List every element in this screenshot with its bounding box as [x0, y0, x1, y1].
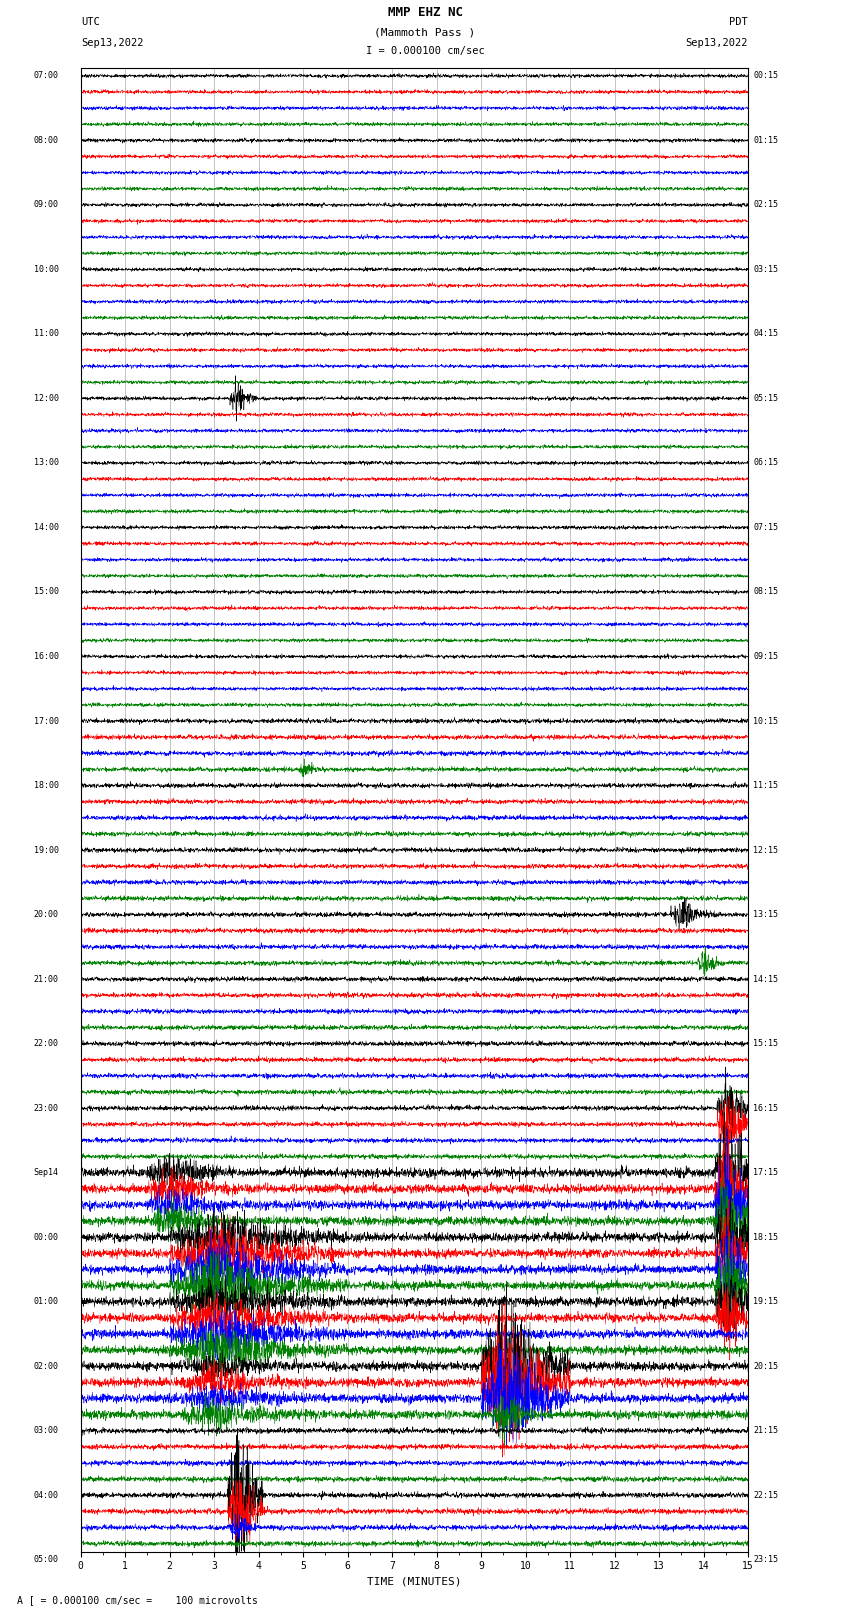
Text: Sep13,2022: Sep13,2022: [685, 39, 748, 48]
Text: 19:15: 19:15: [753, 1297, 779, 1307]
Text: 18:15: 18:15: [753, 1232, 779, 1242]
Text: 19:00: 19:00: [33, 845, 59, 855]
Text: 02:00: 02:00: [33, 1361, 59, 1371]
Text: 12:15: 12:15: [753, 845, 779, 855]
X-axis label: TIME (MINUTES): TIME (MINUTES): [367, 1578, 462, 1587]
Text: PDT: PDT: [729, 18, 748, 27]
Text: MMP EHZ NC: MMP EHZ NC: [388, 6, 462, 19]
Text: 21:00: 21:00: [33, 974, 59, 984]
Text: 10:15: 10:15: [753, 716, 779, 726]
Text: 17:15: 17:15: [753, 1168, 779, 1177]
Text: 18:00: 18:00: [33, 781, 59, 790]
Text: 01:00: 01:00: [33, 1297, 59, 1307]
Text: 23:15: 23:15: [753, 1555, 779, 1565]
Text: 20:15: 20:15: [753, 1361, 779, 1371]
Text: 15:00: 15:00: [33, 587, 59, 597]
Text: 07:15: 07:15: [753, 523, 779, 532]
Text: 04:00: 04:00: [33, 1490, 59, 1500]
Text: 22:15: 22:15: [753, 1490, 779, 1500]
Text: 04:15: 04:15: [753, 329, 779, 339]
Text: A [ = 0.000100 cm/sec =    100 microvolts: A [ = 0.000100 cm/sec = 100 microvolts: [17, 1595, 258, 1605]
Text: 01:15: 01:15: [753, 135, 779, 145]
Text: 05:00: 05:00: [33, 1555, 59, 1565]
Text: 14:15: 14:15: [753, 974, 779, 984]
Text: 08:15: 08:15: [753, 587, 779, 597]
Text: 13:00: 13:00: [33, 458, 59, 468]
Text: 02:15: 02:15: [753, 200, 779, 210]
Text: 20:00: 20:00: [33, 910, 59, 919]
Text: 17:00: 17:00: [33, 716, 59, 726]
Text: 10:00: 10:00: [33, 265, 59, 274]
Text: 05:15: 05:15: [753, 394, 779, 403]
Text: 22:00: 22:00: [33, 1039, 59, 1048]
Text: 07:00: 07:00: [33, 71, 59, 81]
Text: (Mammoth Pass ): (Mammoth Pass ): [374, 27, 476, 37]
Text: Sep14: Sep14: [33, 1168, 59, 1177]
Text: 15:15: 15:15: [753, 1039, 779, 1048]
Text: 16:00: 16:00: [33, 652, 59, 661]
Text: 03:15: 03:15: [753, 265, 779, 274]
Text: 21:15: 21:15: [753, 1426, 779, 1436]
Text: 11:15: 11:15: [753, 781, 779, 790]
Text: 03:00: 03:00: [33, 1426, 59, 1436]
Text: 09:00: 09:00: [33, 200, 59, 210]
Text: I = 0.000100 cm/sec: I = 0.000100 cm/sec: [366, 47, 484, 56]
Text: 11:00: 11:00: [33, 329, 59, 339]
Text: 13:15: 13:15: [753, 910, 779, 919]
Text: 16:15: 16:15: [753, 1103, 779, 1113]
Text: 09:15: 09:15: [753, 652, 779, 661]
Text: 23:00: 23:00: [33, 1103, 59, 1113]
Text: 00:00: 00:00: [33, 1232, 59, 1242]
Text: 00:15: 00:15: [753, 71, 779, 81]
Text: 06:15: 06:15: [753, 458, 779, 468]
Text: 08:00: 08:00: [33, 135, 59, 145]
Text: 14:00: 14:00: [33, 523, 59, 532]
Text: Sep13,2022: Sep13,2022: [81, 39, 144, 48]
Text: UTC: UTC: [81, 18, 99, 27]
Text: 12:00: 12:00: [33, 394, 59, 403]
